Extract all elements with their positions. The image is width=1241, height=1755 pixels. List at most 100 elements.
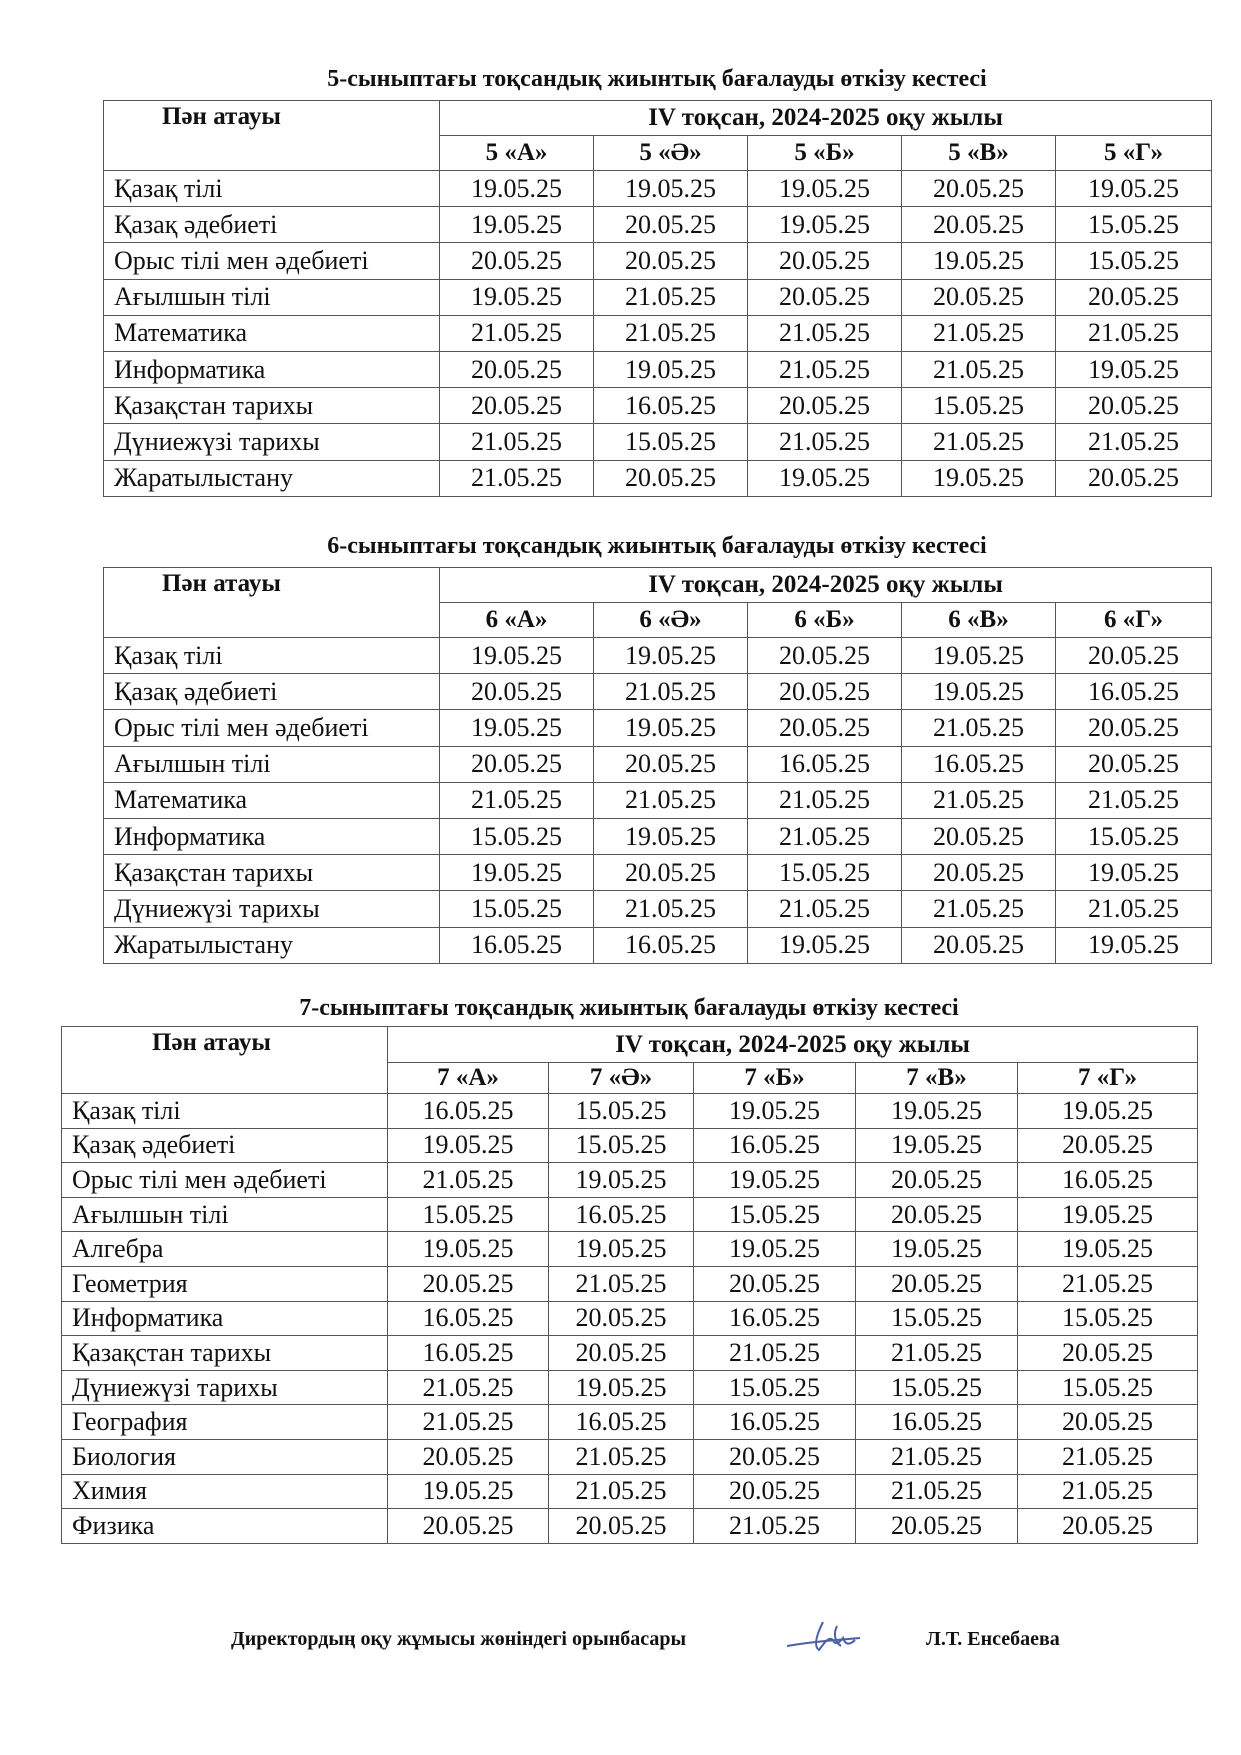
class-header: 6 «А» [439,602,594,638]
schedule-table: Пән атауы IV тоқсан, 2024-2025 оқу жылы 7 … [61,1026,1199,1544]
subject-name: Ағылшын тілі [103,278,440,316]
subject-column-header: Пән атауы [103,567,440,638]
exam-date: 19.05.25 [855,1093,1018,1129]
exam-date: 20.05.25 [593,242,748,280]
exam-date: 15.05.25 [548,1127,694,1164]
exam-date: 20.05.25 [439,745,594,783]
subject-name: Информатика [103,350,440,389]
exam-date: 15.05.25 [1054,242,1213,280]
exam-date: 20.05.25 [693,1265,856,1302]
exam-date: 20.05.25 [1054,636,1213,675]
exam-date: 21.05.25 [1016,1265,1199,1302]
exam-date: 19.05.25 [593,817,748,856]
exam-date: 19.05.25 [593,169,748,208]
exam-date: 20.05.25 [747,673,902,711]
exam-date: 15.05.25 [855,1369,1018,1406]
exam-date: 20.05.25 [548,1300,694,1337]
subject-name: Математика [103,314,440,352]
exam-date: 19.05.25 [593,636,748,675]
table-row: Жаратылыстану 16.05.25 16.05.25 19.05.25 20.… [103,926,1213,964]
exam-date: 16.05.25 [693,1300,856,1337]
exam-date: 20.05.25 [439,350,594,389]
table-row: Жаратылыстану 21.05.25 20.05.25 19.05.25 19.… [103,459,1213,497]
exam-date: 16.05.25 [593,387,748,425]
schedule-table: Пән атауы IV тоқсан, 2024-2025 оқу жылы 6 … [103,567,1213,964]
exam-date: 21.05.25 [901,314,1056,352]
exam-date: 21.05.25 [387,1369,549,1406]
exam-date: 15.05.25 [1054,817,1213,856]
exam-date: 20.05.25 [855,1265,1018,1302]
table-row: Қазақ тілі 19.05.25 19.05.25 19.05.25 20.05.… [103,169,1213,208]
exam-date: 19.05.25 [439,854,594,892]
table-row: Ағылшын тілі 15.05.25 16.05.25 15.05.25 20.0… [61,1196,1199,1233]
exam-date: 15.05.25 [1054,206,1213,244]
exam-date: 21.05.25 [747,350,902,389]
subject-name: Орыс тілі мен әдебиеті [61,1162,388,1198]
exam-date: 20.05.25 [1016,1508,1199,1544]
table-row: Математика 21.05.25 21.05.25 21.05.25 21.05.… [103,781,1213,819]
exam-date: 21.05.25 [548,1473,694,1510]
subject-name: Химия [61,1473,388,1510]
class-header: 7 «Г» [1016,1062,1199,1094]
exam-date: 19.05.25 [747,169,902,208]
exam-date: 19.05.25 [901,459,1056,497]
exam-date: 19.05.25 [548,1162,694,1198]
exam-date: 21.05.25 [855,1438,1018,1475]
exam-date: 15.05.25 [1016,1300,1199,1337]
exam-date: 19.05.25 [693,1231,856,1267]
exam-date: 20.05.25 [439,242,594,280]
exam-date: 20.05.25 [747,278,902,316]
table-row: Қазақстан тарихы 19.05.25 20.05.25 15.05.25… [103,854,1213,892]
exam-date: 16.05.25 [548,1196,694,1233]
table-row: Дүниежүзі тарихы 21.05.25 15.05.25 21.05.25… [103,423,1213,461]
exam-date: 21.05.25 [439,423,594,461]
subject-column-header: Пән атауы [61,1026,388,1094]
exam-date: 15.05.25 [1016,1369,1199,1406]
subject-name: Қазақ әдебиеті [61,1127,388,1164]
exam-date: 21.05.25 [548,1265,694,1302]
table-row: Биология 20.05.25 21.05.25 20.05.25 21.05.25… [61,1438,1199,1475]
exam-date: 20.05.25 [593,206,748,244]
table-row: Математика 21.05.25 21.05.25 21.05.25 21.05.… [103,314,1213,352]
exam-date: 20.05.25 [693,1438,856,1475]
table-row: Қазақстан тарихы 16.05.25 20.05.25 21.05.25… [61,1335,1199,1371]
exam-date: 21.05.25 [901,781,1056,819]
exam-date: 21.05.25 [901,890,1056,928]
subject-name: Қазақ тілі [103,169,440,208]
exam-date: 21.05.25 [593,890,748,928]
subject-name: Орыс тілі мен әдебиеті [103,709,440,747]
exam-date: 20.05.25 [1054,387,1213,425]
exam-date: 20.05.25 [747,709,902,747]
exam-date: 19.05.25 [439,169,594,208]
exam-date: 19.05.25 [901,673,1056,711]
subject-name: Қазақстан тарихы [103,854,440,892]
exam-date: 20.05.25 [387,1265,549,1302]
exam-date: 15.05.25 [593,423,748,461]
exam-date: 16.05.25 [593,926,748,964]
table-title: 7-сыныптағы тоқсандық жиынтық бағалауды … [299,995,959,1021]
exam-date: 21.05.25 [747,423,902,461]
table-row: Информатика 20.05.25 19.05.25 21.05.25 21.05… [103,350,1213,389]
exam-date: 21.05.25 [439,459,594,497]
class-header: 6 «Г» [1054,602,1213,638]
class-header: 7 «Б» [693,1062,856,1094]
exam-date: 19.05.25 [439,709,594,747]
exam-date: 16.05.25 [548,1404,694,1440]
table-row: Орыс тілі мен әдебиеті 20.05.25 20.05.25 20… [103,242,1213,280]
table-title: 5-сыныптағы тоқсандық жиынтық бағалауды … [327,66,987,92]
class-header: 6 «В» [901,602,1056,638]
table-row: Қазақстан тарихы 20.05.25 16.05.25 20.05.25… [103,387,1213,425]
subject-name: Орыс тілі мен әдебиеті [103,242,440,280]
footer-name: Л.Т. Енсебаева [926,1628,1060,1650]
exam-date: 16.05.25 [1016,1162,1199,1198]
exam-date: 19.05.25 [747,926,902,964]
exam-date: 15.05.25 [747,854,902,892]
subject-name: Қазақстан тарихы [103,387,440,425]
table-row: Физика 20.05.25 20.05.25 21.05.25 20.05.25 20… [61,1508,1199,1544]
exam-date: 19.05.25 [1054,350,1213,389]
exam-date: 21.05.25 [593,673,748,711]
table-title: 6-сыныптағы тоқсандық жиынтық бағалауды … [327,533,987,559]
exam-date: 15.05.25 [439,817,594,856]
exam-date: 19.05.25 [855,1127,1018,1164]
exam-date: 21.05.25 [693,1335,856,1371]
